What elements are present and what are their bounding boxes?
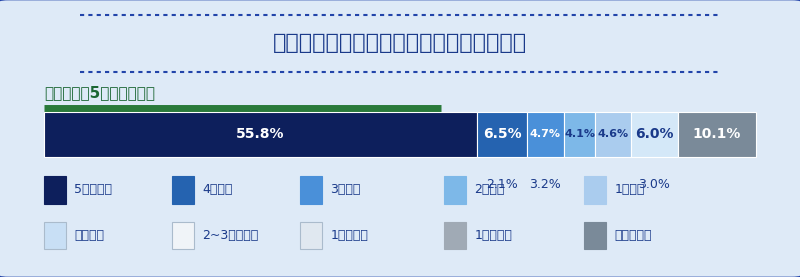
- FancyBboxPatch shape: [477, 112, 527, 157]
- FancyBboxPatch shape: [584, 222, 606, 249]
- FancyBboxPatch shape: [678, 112, 756, 157]
- Text: 4.1%: 4.1%: [564, 129, 595, 139]
- Text: 1ケ月以内: 1ケ月以内: [330, 229, 368, 242]
- Text: 1年以内: 1年以内: [614, 183, 645, 196]
- FancyBboxPatch shape: [300, 222, 322, 249]
- Text: 3年以内: 3年以内: [330, 183, 361, 196]
- Text: わからない: わからない: [614, 229, 652, 242]
- FancyBboxPatch shape: [172, 176, 194, 204]
- Text: 55.8%: 55.8%: [236, 127, 285, 141]
- FancyBboxPatch shape: [595, 112, 631, 157]
- FancyBboxPatch shape: [44, 176, 66, 204]
- Text: 2年以内: 2年以内: [474, 183, 505, 196]
- Text: 頭痛に悩むようになったのはいつかですか: 頭痛に悩むようになったのはいつかですか: [273, 33, 527, 53]
- FancyBboxPatch shape: [444, 176, 466, 204]
- Text: 半数以上が5年以上前から: 半数以上が5年以上前から: [44, 85, 155, 100]
- Text: 4年以内: 4年以内: [202, 183, 233, 196]
- FancyBboxPatch shape: [527, 112, 564, 157]
- FancyBboxPatch shape: [631, 112, 678, 157]
- Text: 4.7%: 4.7%: [530, 129, 561, 139]
- Text: 10.1%: 10.1%: [693, 127, 741, 141]
- Text: 5年以上前: 5年以上前: [74, 183, 112, 196]
- Text: 2.1%: 2.1%: [486, 178, 518, 191]
- FancyBboxPatch shape: [300, 176, 322, 204]
- Text: 3.2%: 3.2%: [530, 178, 562, 191]
- FancyBboxPatch shape: [584, 176, 606, 204]
- Text: 半年以内: 半年以内: [74, 229, 104, 242]
- FancyBboxPatch shape: [44, 222, 66, 249]
- Text: 4.6%: 4.6%: [598, 129, 629, 139]
- Text: 3.0%: 3.0%: [638, 178, 670, 191]
- FancyBboxPatch shape: [172, 222, 194, 249]
- Text: 6.0%: 6.0%: [635, 127, 674, 141]
- FancyBboxPatch shape: [564, 112, 595, 157]
- FancyBboxPatch shape: [44, 112, 477, 157]
- Text: 6.5%: 6.5%: [482, 127, 522, 141]
- Text: 1週間以内: 1週間以内: [474, 229, 512, 242]
- Text: 2~3ケ月以内: 2~3ケ月以内: [202, 229, 258, 242]
- FancyBboxPatch shape: [444, 222, 466, 249]
